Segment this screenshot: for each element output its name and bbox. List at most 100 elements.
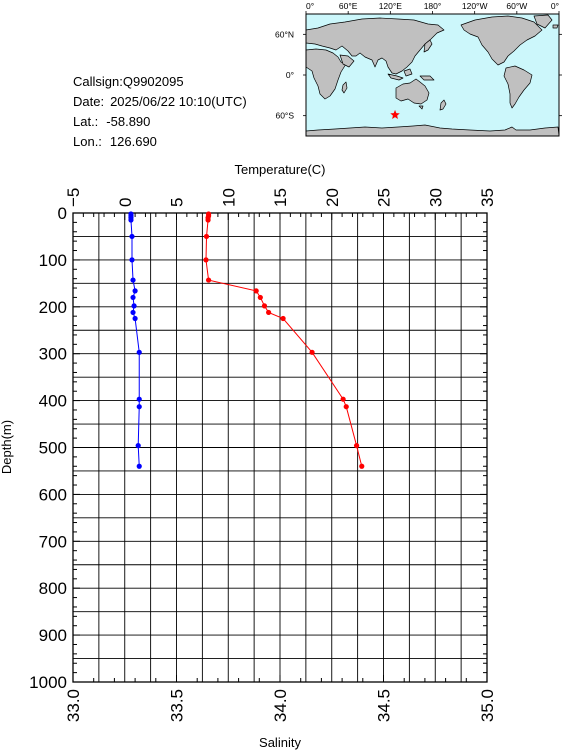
salinity-point <box>131 303 137 309</box>
salinity-tick-label: 34.5 <box>375 689 394 722</box>
temperature-axis-title: Temperature(C) <box>234 162 325 177</box>
temperature-tick-label: 0 <box>116 198 135 207</box>
temperature-tick-label: 10 <box>219 188 238 207</box>
lon-label: Lon.: <box>73 134 102 149</box>
salinity-point <box>128 217 134 223</box>
salinity-point <box>132 288 138 294</box>
temperature-point <box>340 396 346 402</box>
temperature-point <box>257 294 263 301</box>
depth-tick-label: 200 <box>39 298 67 317</box>
depth-tick-label: 500 <box>39 439 67 458</box>
temperature-tick-label: −5 <box>64 188 83 207</box>
depth-tick-label: 900 <box>39 626 67 645</box>
temperature-tick-label: 20 <box>323 188 342 207</box>
station-star-icon <box>390 109 400 119</box>
map-lon-label: 0° <box>306 1 314 11</box>
map-lon-label: 60°E <box>339 1 358 11</box>
temperature-point <box>309 349 315 355</box>
salinity-point <box>130 277 136 283</box>
map-land <box>305 14 560 137</box>
land-tasmania <box>418 105 424 110</box>
temperature-tick-label: 25 <box>375 188 394 207</box>
salinity-point <box>135 443 141 449</box>
svg-text:Callsign:Q9902095: Callsign:Q9902095 <box>73 74 184 89</box>
salinity-axis-title: Salinity <box>259 735 301 750</box>
depth-tick-label: 100 <box>39 251 67 270</box>
land-iceland <box>552 24 559 29</box>
salinity-point <box>129 233 135 240</box>
lon-value: 126.690 <box>110 134 157 149</box>
map-lon-label: 120°W <box>462 1 488 11</box>
land-antarctica <box>305 124 560 137</box>
salinity-point <box>129 257 135 263</box>
land-africa <box>305 48 347 100</box>
temperature-point <box>343 404 349 410</box>
temperature-tick-label: 35 <box>478 188 497 207</box>
salinity-point <box>130 309 136 316</box>
temperature-point <box>205 217 211 223</box>
map-lat-label: 60°N <box>275 29 294 39</box>
temperature-point <box>266 309 272 316</box>
map-lon-label: 180° <box>424 1 442 11</box>
temperature-point <box>253 288 259 294</box>
land-japan <box>423 39 433 53</box>
salinity-point <box>136 404 142 410</box>
svg-text:Date:2025/06/22 10:10(UTC): Date: 2025/06/22 10:10(UTC) <box>73 94 247 109</box>
temperature-point <box>203 233 210 240</box>
salinity-tick-label: 33.0 <box>64 689 83 722</box>
temperature-tick-label: 15 <box>271 188 290 207</box>
temperature-tick-label: 30 <box>426 188 445 207</box>
temperature-tick-label: 5 <box>168 198 187 207</box>
land-borneo <box>403 68 413 77</box>
salinity-point <box>136 396 142 402</box>
svg-text:Lat.:-58.890: Lat.: -58.890 <box>73 114 150 129</box>
depth-tick-label: 400 <box>39 392 67 411</box>
land-arabia <box>339 54 355 68</box>
depth-tick-label: 700 <box>39 532 67 551</box>
land-indonesia <box>387 73 404 81</box>
depth-tick-label: 300 <box>39 345 67 364</box>
temperature-point <box>359 463 365 469</box>
lat-value: -58.890 <box>106 114 150 129</box>
salinity-point <box>130 294 136 301</box>
temperature-point <box>205 277 212 283</box>
temperature-point <box>203 257 209 263</box>
callsign-value: Q9902095 <box>123 74 184 89</box>
depth-tick-label: 600 <box>39 485 67 504</box>
location-map: 0° 60°E 120°E 180° 120°W 60°W 0° 60°N 0° 60°S <box>275 1 562 137</box>
salinity-tick-label: 34.0 <box>271 689 290 722</box>
salinity-point <box>132 315 138 322</box>
land-madagascar <box>341 81 348 94</box>
map-lat-label: 0° <box>286 70 294 80</box>
map-lat-label: 60°S <box>275 111 294 121</box>
svg-text:Lon.:126.690: Lon.: 126.690 <box>73 134 157 149</box>
depth-tick-label: 0 <box>58 204 67 223</box>
date-value: 2025/06/22 10:10(UTC) <box>110 94 247 109</box>
map-lon-label: 60°W <box>506 1 527 11</box>
temperature-point <box>280 315 286 322</box>
land-greenland <box>533 14 553 29</box>
land-australia <box>395 78 430 105</box>
float-info: Callsign:Q9902095 Date: 2025/06/22 10:10(… <box>73 74 247 149</box>
plot-frame <box>72 212 488 683</box>
land-new-guinea <box>419 75 435 81</box>
salinity-tick-label: 35.0 <box>478 689 497 722</box>
depth-tick-label: 800 <box>39 579 67 598</box>
salinity-point <box>136 349 142 355</box>
temperature-point <box>353 443 360 449</box>
map-lon-label: 0° <box>551 1 559 11</box>
salinity-profile-line <box>130 213 140 467</box>
land-south-america <box>503 65 533 109</box>
temperature-profile-line <box>205 213 363 467</box>
lat-label: Lat.: <box>73 114 98 129</box>
temperature-point <box>261 303 268 309</box>
salinity-tick-label: 33.5 <box>168 689 187 722</box>
land-eurasia <box>305 17 445 75</box>
depth-axis-title: Depth(m) <box>0 420 14 474</box>
land-north-america <box>460 15 543 66</box>
depth-tick-label: 1000 <box>29 673 67 692</box>
map-lon-label: 120°E <box>379 1 403 11</box>
callsign-label: Callsign: <box>73 74 123 89</box>
